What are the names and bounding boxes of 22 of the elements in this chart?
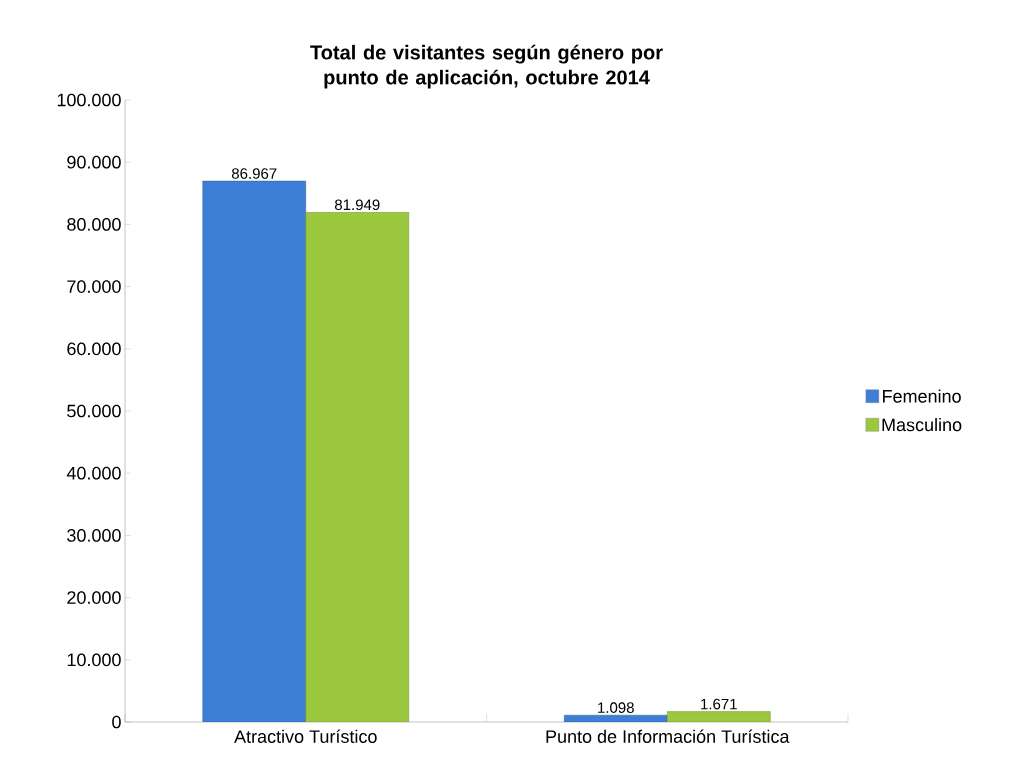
- data-label: 1.098: [598, 702, 634, 713]
- y-tick-label: 50.000: [67, 404, 121, 418]
- x-tick-label: Atractivo Turístico: [234, 729, 377, 743]
- legend-label: Femenino: [883, 389, 961, 403]
- data-label: 1.671: [701, 698, 737, 710]
- y-tick-label: 10.000: [67, 653, 121, 667]
- legend-label: Masculino: [882, 417, 962, 432]
- y-tick-label: 0: [112, 715, 121, 729]
- y-tick-label: 90.000: [67, 155, 121, 169]
- data-label: 86.967: [231, 168, 277, 179]
- bar: [202, 180, 306, 722]
- y-tick-label: 70.000: [67, 280, 121, 293]
- bar: [305, 212, 409, 722]
- y-tick-label: 80.000: [67, 218, 121, 231]
- y-tick-label: 60.000: [67, 342, 121, 356]
- chart-title: Total de visitantes según género por punto de aplicación, octubre 2014: [310, 44, 663, 89]
- y-tick-label: 20.000: [67, 591, 121, 604]
- y-tick-label: 40.000: [66, 466, 121, 480]
- y-tick-label: 30.000: [67, 529, 121, 542]
- data-label: 81.949: [334, 199, 380, 211]
- x-tick-label: Punto de Información Turística: [546, 729, 790, 743]
- y-tick-label: 100.000: [57, 93, 121, 107]
